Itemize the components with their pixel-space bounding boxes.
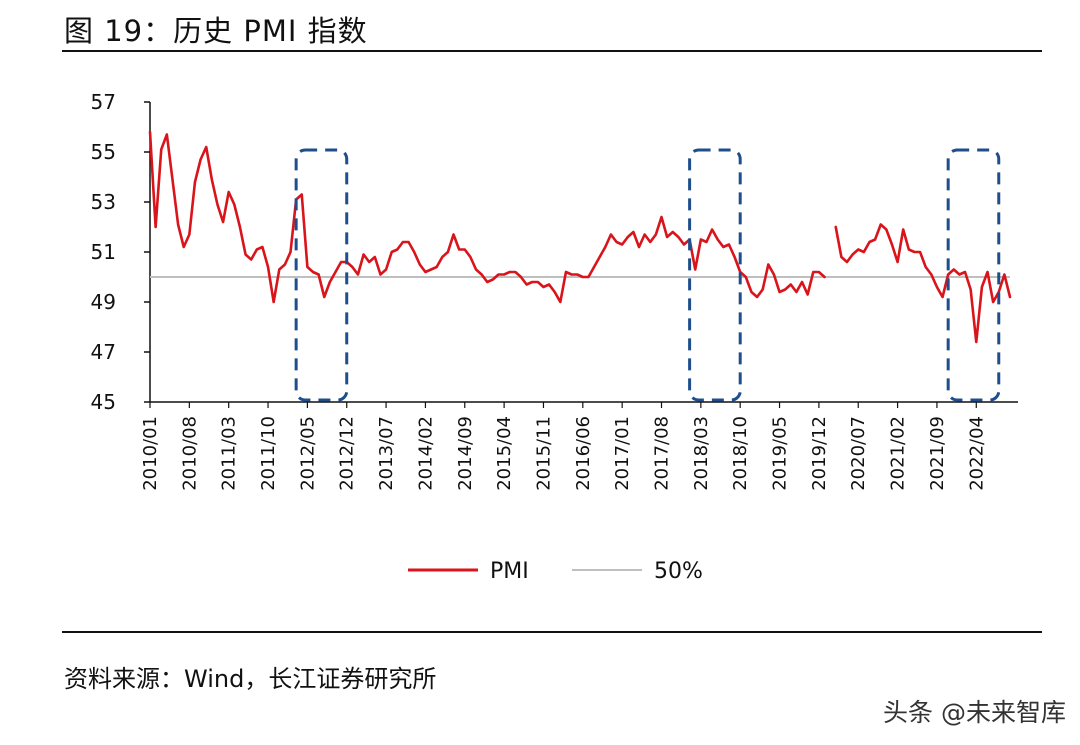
x-tick-label: 2015/11 bbox=[533, 416, 554, 491]
legend: PMI 50% bbox=[408, 559, 703, 584]
series-group bbox=[148, 130, 1012, 344]
figure-title: 图 19：历史 PMI 指数 bbox=[64, 14, 368, 48]
x-tick-label: 2016/06 bbox=[573, 416, 594, 491]
x-tick-label: 2019/05 bbox=[770, 416, 791, 491]
x-tick-label: 2017/08 bbox=[652, 416, 673, 491]
highlight-box bbox=[946, 148, 1001, 402]
y-tick-label: 51 bbox=[91, 240, 116, 264]
x-tick-label: 2014/09 bbox=[455, 416, 476, 491]
x-tick-label: 2021/02 bbox=[888, 416, 909, 491]
x-tick-label: 2012/05 bbox=[297, 416, 318, 491]
x-tick-label: 2010/01 bbox=[140, 416, 161, 491]
x-tick-label: 2013/07 bbox=[376, 416, 397, 491]
legend-label-pmi: PMI bbox=[490, 559, 529, 584]
x-tick-label: 2011/03 bbox=[219, 416, 240, 491]
y-tick-label: 49 bbox=[91, 290, 116, 314]
x-tick-label: 2015/04 bbox=[494, 416, 515, 491]
x-tick-label: 2011/10 bbox=[258, 416, 279, 491]
series-line-pmi bbox=[148, 130, 1012, 344]
highlight-box bbox=[294, 148, 349, 402]
x-tick-label: 2019/12 bbox=[809, 416, 830, 491]
footer-divider bbox=[62, 631, 1042, 633]
x-tick-label: 2020/07 bbox=[848, 416, 869, 491]
x-tick-label: 2010/08 bbox=[179, 416, 200, 491]
y-tick-label: 57 bbox=[91, 90, 116, 114]
y-tick-label: 45 bbox=[91, 390, 116, 414]
y-tick-label: 55 bbox=[91, 140, 116, 164]
x-tick-label: 2021/09 bbox=[927, 416, 948, 491]
x-tick-label: 2017/01 bbox=[612, 416, 633, 491]
x-tick-label: 2022/04 bbox=[966, 416, 987, 491]
y-tick-label: 47 bbox=[91, 340, 116, 364]
source-note: 资料来源：Wind，长江证券研究所 bbox=[64, 665, 437, 693]
x-tick-label: 2018/03 bbox=[691, 416, 712, 491]
highlight-box bbox=[688, 148, 742, 402]
x-tick-label: 2012/12 bbox=[337, 416, 358, 491]
legend-label-50: 50% bbox=[654, 559, 703, 584]
watermark: 头条 @未来智库 bbox=[883, 698, 1066, 727]
pmi-chart: 45 47 49 51 53 55 57 2010/01 2010/08 2011/03 2011… bbox=[91, 90, 1018, 584]
y-tick-label: 53 bbox=[91, 190, 116, 214]
x-tick-group: 2010/01 2010/08 2011/03 2011/10 2012/05 2012/… bbox=[140, 402, 987, 491]
y-tick-group: 45 47 49 51 53 55 57 bbox=[91, 90, 150, 414]
title-divider bbox=[62, 50, 1042, 52]
highlight-box-group bbox=[294, 148, 1001, 402]
x-tick-label: 2018/10 bbox=[730, 416, 751, 491]
x-tick-label: 2014/02 bbox=[415, 416, 436, 491]
chart-axes bbox=[149, 102, 1018, 403]
